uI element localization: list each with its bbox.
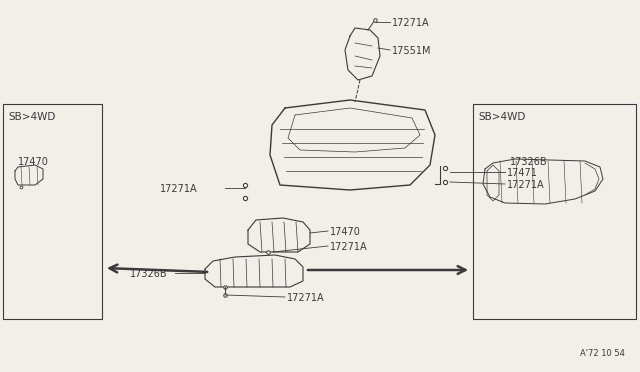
Text: 17271A: 17271A [287, 293, 324, 303]
Text: 17326B: 17326B [510, 157, 548, 167]
Text: 17471: 17471 [507, 168, 538, 178]
Bar [3, 104, 102, 319]
Text: SB>4WD: SB>4WD [8, 112, 56, 122]
Text: A'72 10 54: A'72 10 54 [580, 349, 625, 358]
Bar [473, 104, 636, 319]
Text: 17326B: 17326B [130, 269, 168, 279]
Text: 17551M: 17551M [392, 46, 431, 56]
Text: 17271A: 17271A [160, 184, 198, 194]
Text: 17470: 17470 [18, 157, 49, 167]
Text: 17470: 17470 [330, 227, 361, 237]
Text: 17271A: 17271A [507, 180, 545, 190]
Text: 17271A: 17271A [330, 242, 367, 252]
Text: 17271A: 17271A [392, 18, 429, 28]
Text: SB>4WD: SB>4WD [478, 112, 525, 122]
